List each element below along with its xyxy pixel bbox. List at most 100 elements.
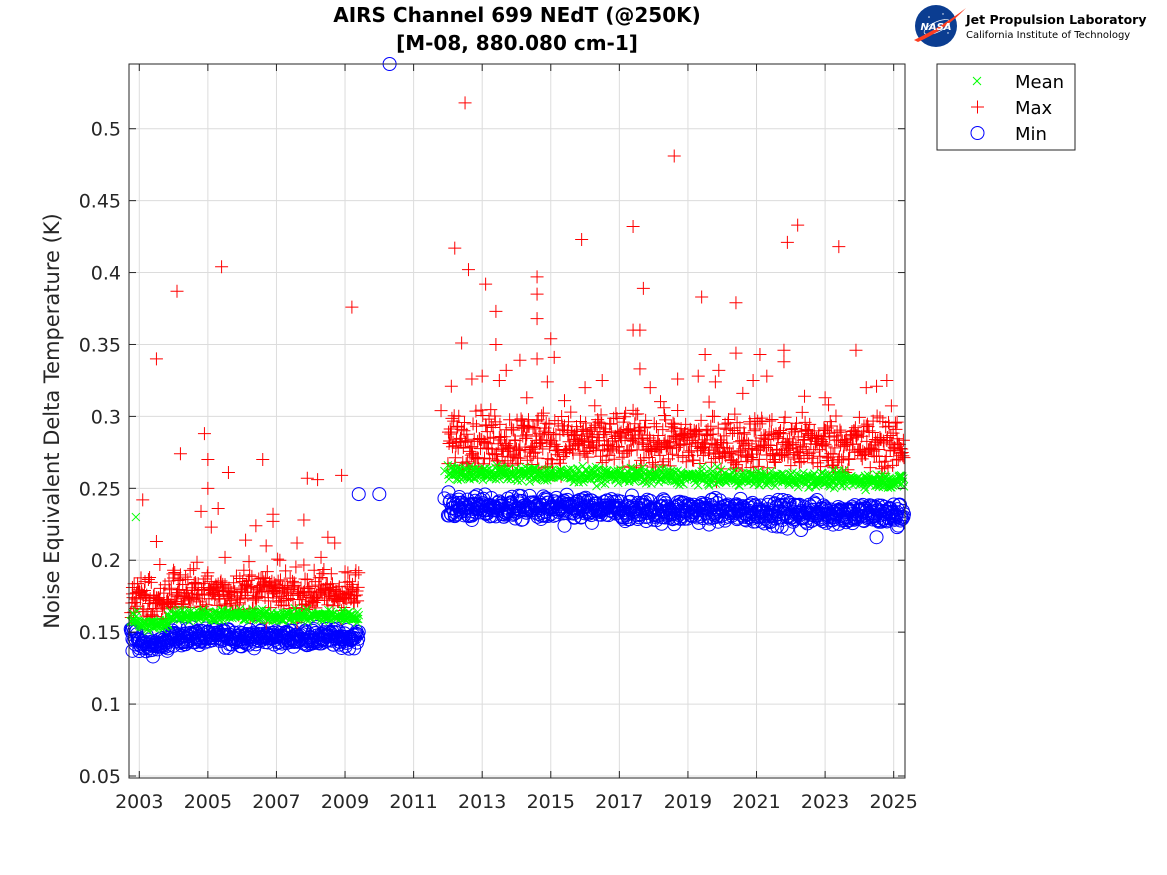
- max-point: [305, 580, 319, 594]
- max-point: [760, 369, 774, 383]
- max-point: [677, 437, 691, 451]
- x-tick-label: 2023: [801, 791, 849, 813]
- max-point: [260, 565, 274, 579]
- min-point: [464, 512, 479, 527]
- max-point: [335, 468, 349, 482]
- mean-point: [836, 471, 846, 480]
- max-point: [508, 433, 522, 447]
- max-point: [829, 409, 843, 423]
- max-point: [128, 596, 142, 610]
- mean-point: [616, 465, 625, 474]
- max-point: [682, 445, 696, 459]
- max-point: [633, 323, 647, 337]
- max-point: [189, 577, 203, 591]
- max-point: [744, 451, 758, 465]
- max-point: [536, 406, 550, 420]
- max-point: [288, 578, 302, 592]
- max-point: [706, 427, 720, 441]
- max-point: [520, 391, 534, 405]
- x-tick-label: 2003: [115, 791, 163, 813]
- max-point: [781, 450, 795, 464]
- max-point: [896, 433, 910, 447]
- max-point: [836, 450, 850, 464]
- max-point: [509, 442, 523, 456]
- max-point: [873, 411, 887, 425]
- max-point: [578, 381, 592, 395]
- jpl-logo: NASA Jet Propulsion Laboratory Californi…: [914, 5, 1146, 47]
- legend-label-min: Min: [1015, 124, 1047, 145]
- max-point: [221, 588, 235, 602]
- max-point: [352, 566, 366, 580]
- mean-point: [565, 464, 575, 474]
- min-point: [874, 514, 889, 529]
- max-point: [598, 425, 612, 439]
- max-point: [822, 426, 836, 440]
- max-point: [497, 430, 511, 444]
- max-point: [890, 415, 904, 429]
- y-tick-label: 0.25: [79, 478, 121, 500]
- max-point: [780, 434, 794, 448]
- mean-point: [573, 464, 582, 473]
- max-point: [487, 448, 501, 462]
- legend-item-max[interactable]: Max: [971, 98, 1053, 119]
- max-point: [657, 401, 671, 415]
- max-point: [822, 398, 836, 412]
- max-point: [566, 446, 580, 460]
- max-point: [897, 451, 911, 465]
- max-point: [755, 415, 769, 429]
- max-point: [144, 575, 158, 589]
- max-point: [773, 426, 787, 440]
- max-point: [895, 442, 909, 456]
- max-point: [642, 451, 656, 465]
- max-point: [300, 573, 314, 587]
- max-point: [740, 433, 754, 447]
- max-point: [848, 421, 862, 435]
- min-point: [574, 509, 589, 524]
- max-point: [190, 555, 204, 569]
- max-point: [863, 461, 877, 475]
- max-point: [631, 407, 645, 421]
- mean-point: [631, 474, 640, 484]
- max-point: [664, 442, 678, 456]
- legend[interactable]: Mean Max Min: [936, 63, 1076, 151]
- x-marker-icon: [972, 76, 982, 86]
- max-point: [749, 434, 763, 448]
- max-point: [700, 429, 714, 443]
- max-point: [345, 300, 359, 314]
- max-point: [599, 453, 613, 467]
- max-point: [788, 422, 802, 436]
- max-point: [513, 451, 527, 465]
- max-point: [666, 447, 680, 461]
- max-point: [692, 427, 706, 441]
- max-point: [834, 425, 848, 439]
- max-point: [726, 445, 740, 459]
- max-point: [539, 416, 553, 430]
- max-point: [457, 424, 471, 438]
- max-point: [575, 232, 589, 246]
- max-point: [307, 563, 321, 577]
- x-tick-label: 2015: [527, 791, 575, 813]
- max-point: [588, 399, 602, 413]
- max-point: [218, 550, 232, 564]
- max-point: [859, 381, 873, 395]
- max-point: [168, 595, 182, 609]
- max-point: [654, 395, 668, 409]
- max-point: [502, 441, 516, 455]
- max-point: [555, 410, 569, 424]
- max-point: [753, 417, 767, 431]
- max-point: [774, 446, 788, 460]
- max-point: [667, 417, 681, 431]
- legend-item-min[interactable]: Min: [970, 124, 1047, 145]
- max-point: [851, 427, 865, 441]
- max-point: [607, 452, 621, 466]
- max-point: [238, 592, 252, 606]
- mean-point: [610, 466, 620, 476]
- max-point: [507, 423, 521, 437]
- max-point: [530, 312, 544, 326]
- legend-item-mean[interactable]: Mean: [972, 72, 1064, 93]
- max-point: [444, 379, 458, 393]
- max-point: [448, 241, 462, 255]
- max-point: [461, 263, 475, 277]
- max-point: [451, 441, 465, 455]
- min-point: [557, 518, 572, 533]
